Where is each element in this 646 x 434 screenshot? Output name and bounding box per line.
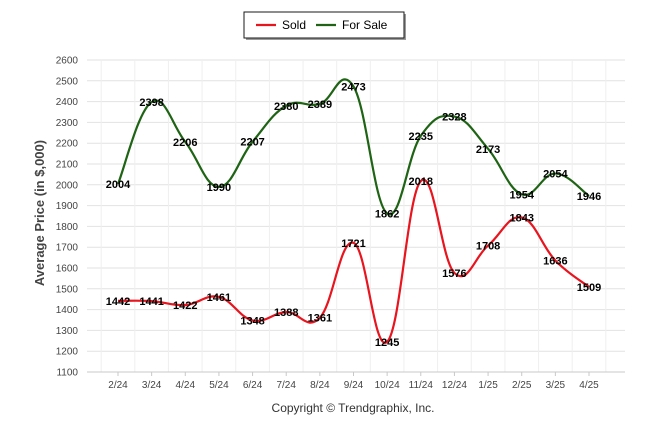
data-label-sold: 1843 (509, 212, 533, 224)
legend-label-for-sale: For Sale (342, 18, 388, 32)
y-tick-label: 1800 (56, 222, 79, 233)
series-line-for-sale (116, 78, 590, 216)
data-label-sold: 1509 (577, 282, 601, 294)
x-axis-ticks: 2/24 3/24 4/24 5/24 6/24 7/24 8/24 9/24 10/24 11/… (108, 372, 599, 391)
data-label-for-sale: 2380 (274, 101, 298, 113)
y-tick-label: 1100 (56, 368, 78, 379)
x-tick-label: 4/24 (176, 380, 196, 391)
x-tick-label: 10/24 (375, 380, 400, 391)
data-label-for-sale: 2235 (409, 131, 433, 143)
data-label-for-sale: 2206 (173, 137, 197, 149)
y-tick-label: 2200 (56, 139, 79, 150)
data-label-sold: 2018 (409, 176, 433, 188)
y-tick-label: 1400 (56, 305, 79, 316)
data-label-for-sale: 1862 (375, 209, 399, 221)
chart-series (116, 78, 590, 344)
x-tick-label: 3/24 (142, 380, 162, 391)
data-labels: 1442 1441 1422 1461 1348 1388 1361 1721 1245 2018… (106, 81, 601, 348)
y-tick-label: 1600 (56, 264, 79, 275)
data-label-for-sale: 1946 (577, 191, 601, 203)
y-tick-label: 2000 (56, 180, 79, 191)
data-label-for-sale: 1954 (509, 189, 534, 201)
data-label-for-sale: 2173 (476, 144, 500, 156)
data-label-sold: 1636 (543, 256, 567, 268)
x-tick-label: 6/24 (243, 380, 263, 391)
data-label-sold: 1721 (341, 238, 365, 250)
x-tick-label: 1/25 (478, 380, 498, 391)
x-tick-label: 12/24 (442, 380, 467, 391)
y-tick-label: 1500 (56, 284, 79, 295)
data-label-for-sale: 2398 (139, 97, 163, 109)
data-label-sold: 1708 (476, 241, 500, 253)
data-label-sold: 1245 (375, 337, 399, 349)
y-tick-label: 2500 (56, 76, 79, 87)
y-tick-label: 2400 (56, 97, 79, 108)
x-tick-label: 8/24 (310, 380, 330, 391)
data-label-for-sale: 2054 (543, 169, 568, 181)
x-tick-label: 2/25 (512, 380, 532, 391)
chart-legend: Sold For Sale (243, 11, 406, 40)
y-axis-label: Average Price (in $,000) (32, 140, 47, 286)
data-label-sold: 1388 (274, 307, 298, 319)
data-label-sold: 1442 (106, 296, 130, 308)
y-tick-label: 1700 (56, 243, 79, 254)
x-tick-label: 11/24 (409, 380, 434, 391)
x-tick-label: 5/24 (209, 380, 229, 391)
data-label-for-sale: 2328 (442, 112, 466, 124)
y-tick-label: 2100 (56, 160, 79, 171)
data-label-for-sale: 2473 (341, 81, 365, 93)
chart-grid (87, 59, 625, 373)
x-tick-label: 2/24 (108, 380, 128, 391)
y-tick-label: 2300 (56, 118, 79, 129)
data-label-for-sale: 2004 (106, 179, 131, 191)
data-label-for-sale: 2389 (308, 99, 332, 111)
x-tick-label: 3/25 (546, 380, 566, 391)
legend-label-sold: Sold (282, 18, 306, 32)
x-tick-label: 9/24 (344, 380, 364, 391)
data-label-sold: 1441 (139, 296, 163, 308)
y-tick-label: 1900 (56, 201, 79, 212)
y-tick-label: 2600 (56, 56, 79, 67)
y-tick-label: 1200 (56, 347, 79, 358)
series-line-sold (117, 178, 590, 344)
data-label-sold: 1361 (308, 313, 332, 325)
data-label-sold: 1348 (240, 315, 264, 327)
data-label-for-sale: 2207 (240, 137, 264, 149)
copyright-footer: Copyright © Trendgraphix, Inc. (272, 401, 435, 415)
data-label-for-sale: 1990 (207, 182, 231, 194)
y-axis-ticks: 1100 1200 1300 1400 1500 1600 1700 1800 1900 2000… (56, 56, 79, 379)
y-tick-label: 1300 (56, 326, 79, 337)
data-label-sold: 1422 (173, 300, 197, 312)
data-label-sold: 1461 (207, 292, 231, 304)
data-label-sold: 1576 (442, 268, 466, 280)
x-tick-label: 4/25 (579, 380, 599, 391)
x-tick-label: 7/24 (276, 380, 296, 391)
